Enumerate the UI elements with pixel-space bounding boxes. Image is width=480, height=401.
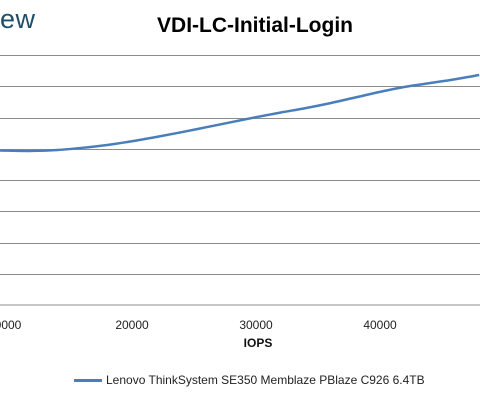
gridlines — [0, 55, 480, 275]
series-lines — [0, 73, 480, 153]
x-axis-title: IOPS — [244, 336, 273, 350]
x-tick-label: 30000 — [239, 318, 273, 332]
series-line — [0, 73, 480, 153]
logo-fragment: ew — [0, 4, 36, 34]
x-tick-labels: 0000 20000 30000 40000 — [0, 318, 397, 332]
chart-title: VDI-LC-Initial-Login — [157, 14, 353, 37]
legend: Lenovo ThinkSystem SE350 Memblaze PBlaze… — [74, 373, 425, 387]
x-tick-label: 40000 — [363, 318, 397, 332]
legend-swatch — [74, 378, 102, 382]
x-tick-label: 0000 — [0, 318, 22, 332]
x-tick-label: 20000 — [115, 318, 149, 332]
legend-label: Lenovo ThinkSystem SE350 Memblaze PBlaze… — [106, 373, 425, 387]
